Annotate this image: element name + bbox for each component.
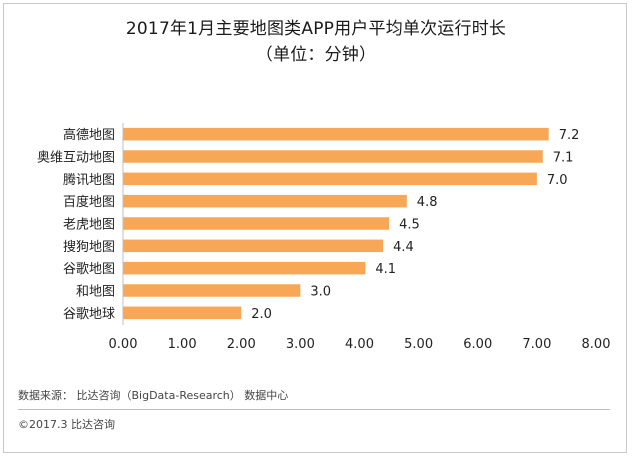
bar [123,261,366,275]
bar [123,284,301,297]
value-label: 4.1 [375,262,396,277]
bar [123,239,384,253]
x-tick-label: 2.00 [227,337,256,352]
chart-title: 2017年1月主要地图类APP用户平均单次运行时长 [125,19,507,39]
category-label: 谷歌地图 [63,262,115,277]
category-label: 搜狗地图 [63,240,115,255]
category-label: 高德地图 [63,127,115,143]
chart-subtitle: （单位：分钟） [255,45,377,65]
data-source: 数据来源： 比达咨询（BigData-Research） 数据中心 [18,389,289,402]
category-label: 腾讯地图 [63,172,115,188]
footer-divider [18,409,610,410]
bar [123,172,537,186]
x-tick-label: 6.00 [463,337,492,352]
value-label: 7.0 [547,173,568,188]
value-label: 4.4 [393,240,414,255]
category-label: 和地图 [76,285,115,300]
bar [123,194,407,208]
x-tick-label: 8.00 [582,337,611,352]
value-label: 7.1 [553,151,574,166]
value-label: 4.8 [417,195,438,210]
bar [123,127,549,141]
bar [123,217,390,230]
category-label: 百度地图 [63,194,115,210]
x-tick-label: 7.00 [522,337,551,352]
x-tick-label: 4.00 [345,337,374,352]
value-label: 2.0 [251,307,272,322]
category-label: 谷歌地球 [63,307,115,322]
value-label: 3.0 [310,285,331,300]
bar [123,306,242,320]
x-tick-label: 5.00 [404,337,433,352]
category-label: 奥维互动地图 [37,151,115,166]
bar [123,150,543,163]
value-label: 4.5 [399,218,420,233]
x-tick-label: 3.00 [286,337,315,352]
value-label: 7.2 [559,128,580,143]
copyright: ©2017.3 比达咨询 [18,418,115,431]
x-tick-label: 1.00 [168,337,197,352]
x-tick-label: 0.00 [109,337,138,352]
category-label: 老虎地图 [63,218,115,233]
